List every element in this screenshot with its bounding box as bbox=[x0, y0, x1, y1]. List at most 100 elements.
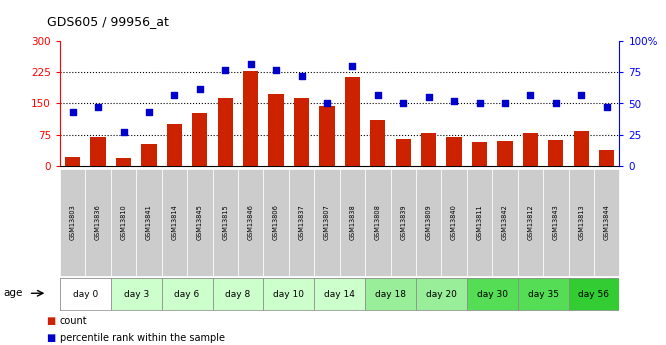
Point bbox=[449, 98, 460, 104]
Bar bbox=[218, 98, 233, 166]
Bar bbox=[467, 278, 517, 310]
Text: GSM13809: GSM13809 bbox=[426, 205, 432, 240]
Bar bbox=[187, 169, 212, 276]
Bar bbox=[116, 158, 131, 166]
Text: GSM13837: GSM13837 bbox=[298, 205, 304, 240]
Text: GSM13836: GSM13836 bbox=[95, 205, 101, 240]
Text: GSM13845: GSM13845 bbox=[196, 205, 203, 240]
Bar bbox=[523, 133, 538, 166]
Bar bbox=[166, 124, 182, 166]
Text: GSM13841: GSM13841 bbox=[146, 205, 152, 240]
Text: day 3: day 3 bbox=[124, 289, 149, 299]
Bar bbox=[594, 169, 619, 276]
Text: GSM13806: GSM13806 bbox=[273, 205, 279, 240]
Bar bbox=[263, 278, 314, 310]
Bar bbox=[548, 140, 563, 166]
Bar bbox=[212, 278, 263, 310]
Point bbox=[474, 101, 485, 106]
Bar bbox=[111, 169, 137, 276]
Point bbox=[296, 73, 307, 79]
Bar bbox=[416, 278, 467, 310]
Text: ■: ■ bbox=[47, 333, 56, 343]
Point bbox=[398, 101, 408, 106]
Bar bbox=[472, 141, 487, 166]
Text: GSM13838: GSM13838 bbox=[350, 205, 356, 240]
Bar bbox=[467, 169, 492, 276]
Text: day 30: day 30 bbox=[477, 289, 507, 299]
Point bbox=[93, 105, 103, 110]
Point bbox=[372, 92, 383, 98]
Bar bbox=[192, 112, 207, 166]
Text: GSM13811: GSM13811 bbox=[476, 205, 483, 240]
Point bbox=[500, 101, 510, 106]
Bar bbox=[314, 169, 340, 276]
Bar bbox=[416, 169, 442, 276]
Text: day 14: day 14 bbox=[324, 289, 355, 299]
Text: GSM13846: GSM13846 bbox=[248, 205, 254, 240]
Bar bbox=[421, 133, 436, 166]
Bar bbox=[517, 169, 543, 276]
Point bbox=[551, 101, 561, 106]
Bar bbox=[569, 169, 594, 276]
Point bbox=[245, 61, 256, 67]
Point bbox=[424, 95, 434, 100]
Bar bbox=[340, 169, 365, 276]
Point bbox=[67, 109, 78, 115]
Text: GSM13842: GSM13842 bbox=[502, 205, 508, 240]
Bar bbox=[365, 169, 390, 276]
Text: day 35: day 35 bbox=[527, 289, 559, 299]
Bar bbox=[446, 137, 462, 166]
Text: day 18: day 18 bbox=[375, 289, 406, 299]
Point bbox=[271, 67, 282, 73]
Point bbox=[576, 92, 587, 98]
Text: GSM13810: GSM13810 bbox=[121, 205, 127, 240]
Bar bbox=[238, 169, 263, 276]
Text: GSM13840: GSM13840 bbox=[451, 205, 457, 240]
Text: GSM13812: GSM13812 bbox=[527, 205, 533, 240]
Point bbox=[118, 129, 129, 135]
Bar bbox=[162, 169, 187, 276]
Bar bbox=[492, 169, 517, 276]
Bar bbox=[111, 278, 162, 310]
Point bbox=[601, 105, 612, 110]
Text: GSM13813: GSM13813 bbox=[578, 205, 584, 240]
Bar bbox=[85, 169, 111, 276]
Text: day 0: day 0 bbox=[73, 289, 98, 299]
Bar bbox=[289, 169, 314, 276]
Bar bbox=[263, 169, 289, 276]
Point bbox=[194, 86, 205, 91]
Bar bbox=[314, 278, 365, 310]
Text: percentile rank within the sample: percentile rank within the sample bbox=[60, 333, 225, 343]
Point bbox=[169, 92, 180, 98]
Bar bbox=[65, 157, 81, 166]
Text: GSM13844: GSM13844 bbox=[603, 205, 609, 240]
Bar bbox=[396, 139, 411, 166]
Bar bbox=[91, 137, 106, 166]
Bar bbox=[294, 98, 309, 166]
Bar bbox=[60, 278, 111, 310]
Text: day 56: day 56 bbox=[579, 289, 609, 299]
Bar bbox=[573, 131, 589, 166]
Text: count: count bbox=[60, 316, 87, 326]
Text: day 6: day 6 bbox=[174, 289, 200, 299]
Bar bbox=[212, 169, 238, 276]
Bar bbox=[319, 106, 334, 166]
Text: GSM13839: GSM13839 bbox=[400, 205, 406, 240]
Bar bbox=[442, 169, 467, 276]
Bar bbox=[599, 150, 614, 166]
Bar bbox=[569, 278, 619, 310]
Point bbox=[144, 109, 155, 115]
Text: GSM13803: GSM13803 bbox=[70, 205, 76, 240]
Text: day 10: day 10 bbox=[273, 289, 304, 299]
Point bbox=[347, 63, 358, 69]
Text: GDS605 / 99956_at: GDS605 / 99956_at bbox=[47, 14, 168, 28]
Bar bbox=[345, 77, 360, 166]
Bar bbox=[141, 144, 157, 166]
Bar bbox=[370, 120, 386, 166]
Text: day 8: day 8 bbox=[225, 289, 250, 299]
Bar bbox=[60, 169, 85, 276]
Bar bbox=[390, 169, 416, 276]
Text: GSM13807: GSM13807 bbox=[324, 205, 330, 240]
Bar bbox=[543, 169, 569, 276]
Bar bbox=[137, 169, 162, 276]
